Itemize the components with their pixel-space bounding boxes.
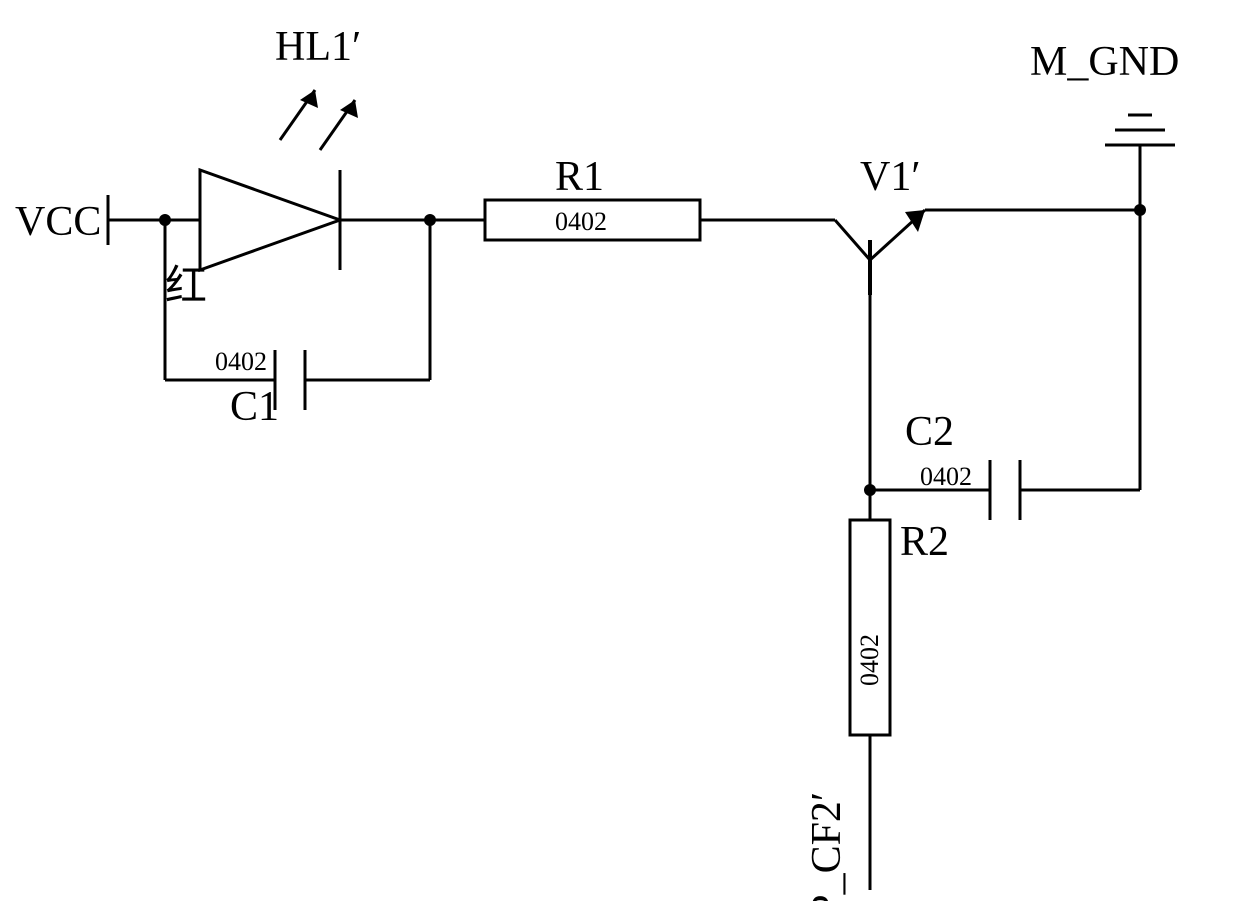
transistor-ref-label: V1′: [860, 154, 921, 200]
c2-package-label: 0402: [920, 462, 972, 491]
c1-package-label: 0402: [215, 347, 267, 376]
led-ref-label: HL1′: [275, 24, 361, 70]
gnd-symbol: [1105, 115, 1175, 210]
transistor-v1: [835, 210, 925, 520]
gnd-label: M_GND: [1030, 39, 1179, 85]
input-signal-label: AP_CF2′: [804, 792, 850, 901]
resistor-r2: [850, 520, 890, 735]
led-color-label: 红: [165, 264, 207, 310]
r2-ref-label: R2: [900, 519, 949, 565]
capacitor-c1: [165, 220, 430, 410]
r2-package-label: 0402: [855, 634, 884, 686]
circuit-schematic: VCC HL1′ 红 0402 C1 R1 0402: [0, 0, 1240, 901]
vcc-label: VCC: [15, 199, 101, 245]
r1-package-label: 0402: [555, 207, 607, 236]
c1-ref-label: C1: [230, 384, 279, 430]
c2-ref-label: C2: [905, 409, 954, 455]
r1-ref-label: R1: [555, 154, 604, 200]
capacitor-c2: [864, 210, 1140, 520]
led-hl1: [200, 90, 358, 270]
